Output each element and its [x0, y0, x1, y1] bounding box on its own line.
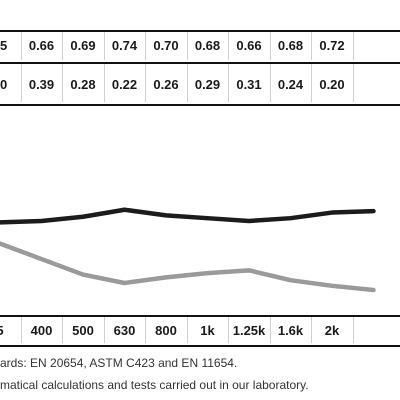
column-separator	[269, 317, 271, 343]
table-cell: 0.68	[277, 38, 304, 53]
x-tick-label: 1.6k	[277, 323, 304, 338]
column-separator	[103, 317, 105, 343]
x-tick-label: 5	[0, 322, 4, 340]
column-separator	[20, 32, 22, 60]
column-separator	[62, 32, 64, 60]
table-cell: 0.24	[277, 77, 304, 92]
axis-bottom-rule	[0, 345, 400, 347]
axis-top-rule	[0, 315, 400, 317]
x-tick-label: 400	[30, 323, 53, 338]
table-top-rule	[0, 30, 400, 32]
column-separator	[62, 317, 64, 343]
column-separator	[311, 32, 313, 60]
column-separator	[352, 317, 354, 343]
table-bottom-rule	[0, 104, 400, 106]
table-cell: 0.70	[153, 38, 179, 53]
column-separator	[145, 317, 147, 343]
column-separator	[62, 64, 64, 102]
column-separator	[311, 317, 313, 343]
column-separator	[269, 32, 271, 60]
table-cell: 0.68	[194, 38, 221, 53]
column-separator	[186, 32, 188, 60]
table-cell: 0.66	[236, 38, 262, 53]
series-line-1	[0, 207, 376, 225]
table-mid-rule	[0, 62, 400, 64]
table-cell: 55	[0, 38, 8, 53]
table-cell: 0.39	[28, 77, 55, 92]
table-cell: 0.28	[70, 77, 96, 92]
column-separator	[186, 64, 188, 102]
table-cell: 0.31	[236, 77, 262, 92]
column-separator	[311, 64, 313, 102]
footnote-method: matical calculations and tests carried o…	[0, 378, 309, 392]
column-separator	[103, 64, 105, 102]
column-separator	[228, 64, 230, 102]
x-tick-label: 630	[113, 323, 136, 338]
x-tick-label: 1.25k	[232, 323, 266, 338]
x-tick-label: 800	[155, 323, 177, 338]
column-separator	[145, 64, 147, 102]
column-separator	[228, 32, 230, 60]
table-cell: 0.74	[111, 38, 138, 53]
table-cell: 0.29	[194, 77, 221, 92]
x-tick-label: 2k	[324, 323, 340, 338]
footnote-standards: ards: EN 20654, ASTM C423 and EN 11654.	[0, 356, 238, 370]
x-tick-label: 1k	[200, 323, 215, 338]
column-separator	[103, 32, 105, 60]
column-separator	[186, 317, 188, 343]
table-cell: 0.22	[111, 77, 138, 92]
table-cell: 50	[0, 77, 8, 92]
table-cell: 0.66	[28, 38, 55, 53]
column-separator	[20, 317, 22, 343]
x-tick-label: 500	[72, 323, 94, 338]
column-separator	[228, 317, 230, 343]
table-cell: 0.20	[319, 77, 345, 92]
column-separator	[352, 32, 354, 60]
table-cell: 0.72	[319, 38, 345, 53]
table-cell: 0.69	[70, 38, 96, 53]
column-separator	[352, 64, 354, 102]
table-cell: 0.26	[153, 77, 179, 92]
column-separator	[269, 64, 271, 102]
series-line-2	[0, 241, 376, 293]
column-separator	[20, 64, 22, 102]
column-separator	[145, 32, 147, 60]
